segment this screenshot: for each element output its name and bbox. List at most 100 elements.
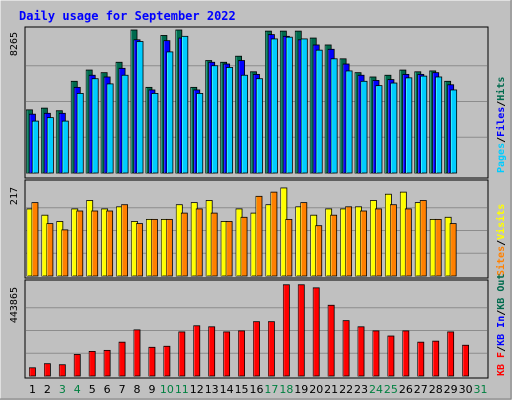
x-tick-day-22: 22 bbox=[339, 383, 353, 396]
bar-kb-f-day-3 bbox=[58, 364, 66, 377]
bar-kb-f-day-25 bbox=[387, 335, 395, 377]
bar-sites-day-1 bbox=[31, 202, 39, 277]
bar-pages-day-9 bbox=[151, 93, 159, 174]
bar-sites-day-13 bbox=[210, 212, 218, 277]
x-tick-day-23: 23 bbox=[354, 383, 368, 396]
bar-kb-f-day-9 bbox=[148, 346, 156, 377]
x-tick-day-8: 8 bbox=[134, 383, 141, 396]
bar-pages-day-28 bbox=[435, 76, 443, 174]
x-tick-day-10: 10 bbox=[160, 383, 174, 396]
bar-sites-day-11 bbox=[180, 212, 188, 277]
bar-pages-day-27 bbox=[420, 75, 428, 174]
x-tick-day-13: 13 bbox=[205, 383, 219, 396]
bar-kb-f-day-12 bbox=[193, 325, 201, 377]
bar-pages-day-25 bbox=[390, 82, 398, 174]
chart-panels: 8265Pages/Files/Hits217Sites/Visits44386… bbox=[9, 26, 507, 379]
bar-sites-day-17 bbox=[270, 191, 278, 277]
bar-pages-day-29 bbox=[450, 89, 458, 174]
panel-top-legend: Pages/Files/Hits bbox=[495, 77, 507, 173]
bar-pages-day-24 bbox=[375, 85, 383, 174]
bar-kb-f-day-2 bbox=[44, 363, 51, 377]
bar-kb-f-day-13 bbox=[208, 326, 216, 377]
legend-entry: KB Out bbox=[496, 274, 507, 310]
x-tick-day-15: 15 bbox=[235, 383, 249, 396]
bar-sites-day-8 bbox=[136, 223, 143, 277]
panel-bottom-legend: KB F/KB In/KB Out bbox=[496, 274, 507, 376]
bar-pages-day-17 bbox=[271, 38, 278, 174]
bar-sites-day-27 bbox=[419, 200, 427, 277]
bar-pages-day-1 bbox=[32, 120, 39, 174]
bar-sites-day-2 bbox=[46, 223, 54, 277]
legend-entry: Visits bbox=[495, 204, 507, 240]
legend-entry: / bbox=[496, 346, 507, 352]
bar-sites-day-19 bbox=[300, 202, 308, 277]
x-tick-day-29: 29 bbox=[444, 383, 458, 396]
bar-sites-day-14 bbox=[225, 221, 233, 277]
legend-entry: KB In bbox=[496, 316, 507, 346]
bar-pages-day-5 bbox=[91, 78, 99, 174]
x-axis-day-labels: 1 2 3 4 5 6 7 8 9 10 11 12 13 14 15 16 17 18 19 20 21 22 23 24 2… bbox=[29, 383, 488, 396]
bar-kb-f-day-1 bbox=[29, 367, 36, 377]
bar-pages-day-11 bbox=[181, 35, 189, 174]
x-tick-day-7: 7 bbox=[119, 383, 126, 396]
bar-sites-day-4 bbox=[76, 210, 84, 277]
bar-pages-day-16 bbox=[256, 78, 263, 174]
bar-sites-day-3 bbox=[61, 229, 69, 277]
bar-kb-f-day-17 bbox=[268, 321, 275, 377]
x-tick-day-24: 24 bbox=[369, 383, 383, 396]
panel-top: 8265 Pages/Files/Hits bbox=[9, 26, 507, 179]
legend-entry: KB F bbox=[496, 352, 507, 376]
x-tick-day-11: 11 bbox=[175, 383, 189, 396]
bar-kb-f-day-28 bbox=[432, 340, 440, 377]
panel-mid-legend: Sites/Visits bbox=[495, 204, 507, 276]
x-tick-day-1: 1 bbox=[29, 383, 36, 396]
legend-entry: Files bbox=[495, 107, 507, 137]
bar-sites-day-5 bbox=[91, 210, 99, 277]
bar-kb-f-day-11 bbox=[178, 331, 186, 377]
x-tick-day-3: 3 bbox=[59, 383, 66, 396]
bar-kb-f-day-6 bbox=[103, 349, 111, 377]
legend-entry: Hits bbox=[495, 77, 507, 101]
bar-sites-day-20 bbox=[315, 225, 323, 277]
panel-bottom-ymax-label: 443865 bbox=[9, 287, 20, 323]
bar-sites-day-22 bbox=[345, 206, 353, 277]
bar-kb-f-day-23 bbox=[357, 326, 365, 377]
bar-kb-f-day-15 bbox=[238, 330, 245, 377]
bar-sites-day-7 bbox=[121, 204, 128, 277]
bar-pages-day-14 bbox=[226, 67, 234, 174]
bar-pages-day-20 bbox=[315, 49, 323, 174]
x-tick-day-27: 27 bbox=[414, 383, 428, 396]
x-tick-day-5: 5 bbox=[89, 383, 96, 396]
bar-kb-f-day-21 bbox=[327, 304, 335, 377]
x-tick-day-30: 30 bbox=[459, 383, 473, 396]
bar-pages-day-12 bbox=[196, 93, 204, 174]
x-tick-day-2: 2 bbox=[44, 383, 51, 396]
x-tick-day-14: 14 bbox=[220, 383, 234, 396]
legend-entry: / bbox=[496, 240, 507, 246]
bar-pages-day-3 bbox=[61, 120, 69, 174]
bar-sites-day-25 bbox=[390, 204, 397, 277]
bar-sites-day-10 bbox=[165, 218, 173, 277]
bar-kb-f-day-30 bbox=[462, 344, 469, 377]
x-tick-day-20: 20 bbox=[309, 383, 323, 396]
bar-kb-f-day-27 bbox=[417, 341, 425, 377]
bar-pages-day-23 bbox=[360, 80, 368, 174]
bar-sites-day-26 bbox=[404, 208, 412, 277]
bar-pages-day-21 bbox=[330, 58, 338, 174]
x-tick-day-18: 18 bbox=[279, 383, 293, 396]
bar-kb-f-day-29 bbox=[447, 331, 455, 377]
x-tick-day-31: 31 bbox=[474, 383, 488, 396]
bar-kb-f-day-22 bbox=[342, 320, 350, 377]
x-tick-day-26: 26 bbox=[399, 383, 413, 396]
bar-sites-day-21 bbox=[330, 214, 338, 277]
bar-kb-f-day-26 bbox=[402, 330, 410, 377]
bar-kb-f-day-5 bbox=[88, 350, 96, 377]
bar-pages-day-10 bbox=[166, 51, 174, 174]
bar-kb-f-day-24 bbox=[372, 330, 380, 377]
bar-sites-day-23 bbox=[360, 210, 367, 277]
bar-kb-f-day-19 bbox=[297, 284, 305, 377]
legend-entry: / bbox=[496, 310, 507, 316]
panel-top-ymax-label: 8265 bbox=[9, 32, 20, 56]
bar-pages-day-6 bbox=[106, 83, 114, 174]
